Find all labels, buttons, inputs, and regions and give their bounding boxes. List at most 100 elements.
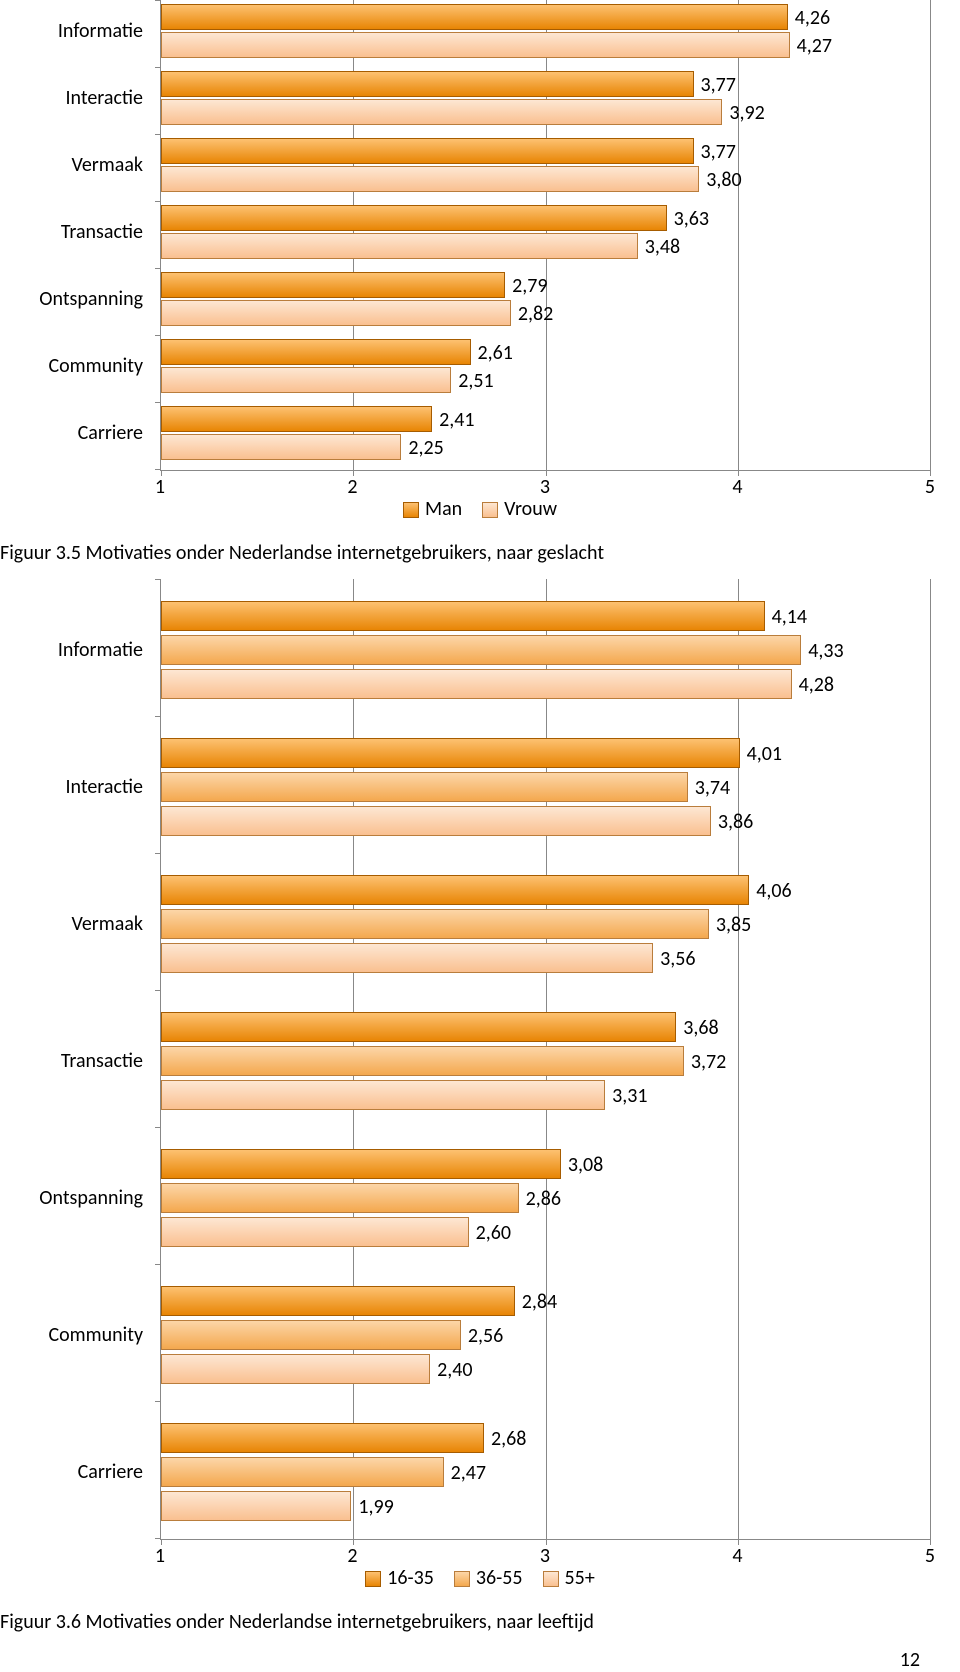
bar: 3,63 — [161, 205, 667, 231]
x-tick-label: 5 — [925, 475, 935, 499]
gridline — [738, 0, 739, 470]
y-tick — [155, 402, 161, 403]
gridline — [930, 0, 931, 470]
legend-label: 36-55 — [476, 1566, 523, 1590]
y-tick — [155, 0, 161, 1]
bar: 1,99 — [161, 1491, 351, 1521]
chart-age-plot: Informatie4,144,334,28Interactie4,013,74… — [160, 579, 930, 1540]
bar-value-label: 3,77 — [693, 72, 736, 98]
y-tick — [155, 1538, 161, 1539]
bar: 3,86 — [161, 806, 711, 836]
chart-gender-caption: Figuur 3.5 Motivaties onder Nederlandse … — [0, 541, 960, 565]
bar: 3,08 — [161, 1149, 561, 1179]
category-label: Community — [48, 354, 161, 378]
bar: 2,86 — [161, 1183, 519, 1213]
bar: 3,56 — [161, 943, 653, 973]
bar: 2,25 — [161, 434, 401, 460]
legend-label: 55+ — [565, 1566, 595, 1590]
bar-value-label: 3,68 — [675, 1013, 718, 1043]
bar-value-label: 2,68 — [483, 1424, 526, 1454]
x-tick-label: 2 — [347, 1544, 357, 1568]
page-number: 12 — [900, 1648, 920, 1672]
y-tick — [155, 853, 161, 854]
bar-value-label: 2,47 — [443, 1458, 486, 1488]
y-tick — [155, 67, 161, 68]
bar-value-label: 3,63 — [666, 206, 709, 232]
chart-age: Informatie4,144,334,28Interactie4,013,74… — [0, 579, 960, 1590]
y-tick — [155, 990, 161, 991]
legend-item: Vrouw — [482, 497, 557, 521]
bar-value-label: 2,25 — [400, 435, 443, 461]
y-tick — [155, 201, 161, 202]
x-tick-label: 3 — [540, 1544, 550, 1568]
bar: 2,61 — [161, 339, 471, 365]
bar-value-label: 3,31 — [604, 1081, 647, 1111]
bar: 3,48 — [161, 233, 638, 259]
legend-swatch — [482, 502, 498, 518]
category-label: Informatie — [58, 638, 161, 662]
bar: 4,26 — [161, 4, 788, 30]
x-tick-label: 2 — [347, 475, 357, 499]
chart-gender-legend: Man Vrouw — [0, 497, 960, 521]
bar-value-label: 3,86 — [710, 807, 753, 837]
bar-value-label: 4,06 — [748, 876, 791, 906]
legend-label: Vrouw — [504, 497, 557, 521]
legend-item: 55+ — [543, 1566, 595, 1590]
bar-value-label: 4,14 — [764, 602, 807, 632]
legend-swatch — [403, 502, 419, 518]
bar-value-label: 4,26 — [787, 5, 830, 31]
chart-gender-x-axis: 12345 — [160, 471, 930, 497]
legend-item: Man — [403, 497, 462, 521]
chart-age-x-axis: 12345 — [160, 1540, 930, 1566]
chart-age-caption: Figuur 3.6 Motivaties onder Nederlandse … — [0, 1610, 960, 1634]
bar: 2,84 — [161, 1286, 515, 1316]
bar: 2,79 — [161, 272, 505, 298]
bar: 3,31 — [161, 1080, 605, 1110]
bar-value-label: 4,33 — [800, 636, 843, 666]
bar-value-label: 3,92 — [721, 100, 764, 126]
legend-label: Man — [425, 497, 462, 521]
bar-value-label: 2,61 — [470, 340, 513, 366]
bar-value-label: 3,72 — [683, 1047, 726, 1077]
bar: 2,82 — [161, 300, 511, 326]
category-label: Vermaak — [71, 153, 161, 177]
bar-value-label: 4,27 — [789, 33, 832, 59]
bar-value-label: 2,79 — [504, 273, 547, 299]
category-label: Community — [48, 1323, 161, 1347]
bar-value-label: 4,28 — [791, 670, 834, 700]
y-tick — [155, 1264, 161, 1265]
legend-item: 36-55 — [454, 1566, 523, 1590]
category-label: Interactie — [66, 775, 162, 799]
bar-value-label: 2,40 — [429, 1355, 472, 1385]
bar-value-label: 2,41 — [431, 407, 474, 433]
y-tick — [155, 1401, 161, 1402]
bar: 2,60 — [161, 1217, 469, 1247]
bar: 3,77 — [161, 71, 694, 97]
bar-value-label: 2,82 — [510, 301, 553, 327]
bar-value-label: 3,85 — [708, 910, 751, 940]
gridline — [738, 579, 739, 1539]
bar: 2,41 — [161, 406, 432, 432]
bar-value-label: 4,01 — [739, 739, 782, 769]
bar: 3,92 — [161, 99, 722, 125]
y-tick — [155, 1127, 161, 1128]
bar: 4,01 — [161, 738, 740, 768]
bar: 2,51 — [161, 367, 451, 393]
y-tick — [155, 716, 161, 717]
bar: 3,80 — [161, 166, 699, 192]
y-tick — [155, 134, 161, 135]
legend-swatch — [543, 1571, 559, 1587]
chart-age-legend: 16-3536-5555+ — [0, 1566, 960, 1590]
bar-value-label: 2,84 — [514, 1287, 557, 1317]
bar: 4,28 — [161, 669, 792, 699]
bar-value-label: 2,60 — [468, 1218, 511, 1248]
category-label: Interactie — [66, 86, 162, 110]
bar: 4,33 — [161, 635, 801, 665]
bar: 2,56 — [161, 1320, 461, 1350]
bar-value-label: 2,86 — [518, 1184, 561, 1214]
bar: 2,47 — [161, 1457, 444, 1487]
bar: 3,77 — [161, 138, 694, 164]
x-tick-label: 3 — [540, 475, 550, 499]
bar: 2,68 — [161, 1423, 484, 1453]
x-tick-label: 1 — [155, 1544, 165, 1568]
